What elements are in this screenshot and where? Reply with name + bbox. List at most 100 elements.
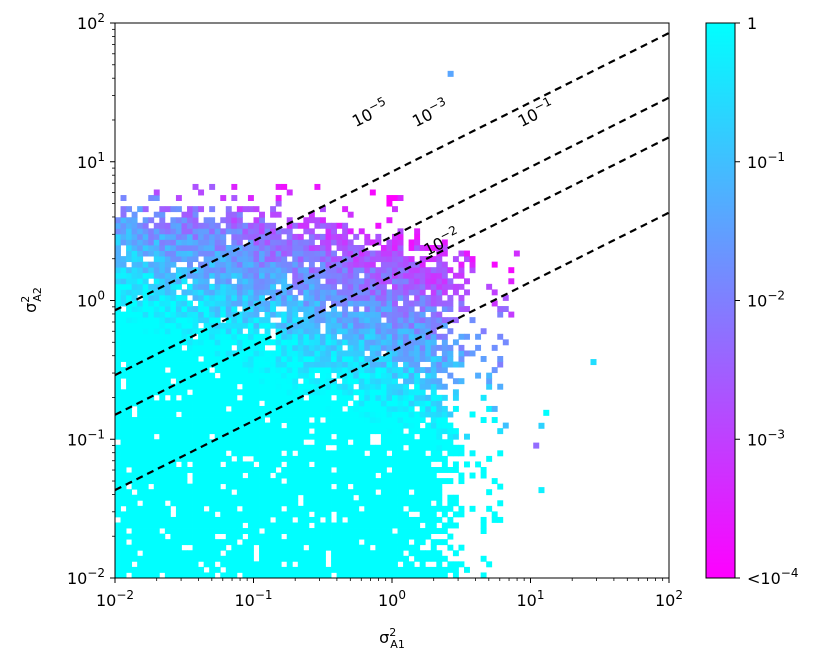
heatmap-cell <box>314 450 321 457</box>
heatmap-cell <box>209 250 216 257</box>
heatmap-cell <box>231 256 238 263</box>
heatmap-cell <box>270 394 277 401</box>
heatmap-cell <box>153 455 160 462</box>
heatmap-cell <box>408 450 415 457</box>
heatmap-cell <box>347 239 354 246</box>
heatmap-cell <box>253 444 260 451</box>
heatmap-cell <box>187 555 193 562</box>
heatmap-cell <box>115 494 121 501</box>
heatmap-cell <box>319 444 326 451</box>
heatmap-cell <box>364 256 371 263</box>
heatmap-cell <box>430 245 437 251</box>
heatmap-cell <box>142 328 149 335</box>
heatmap-cell <box>480 394 487 401</box>
heatmap-cell <box>397 455 404 462</box>
heatmap-cell <box>181 461 188 468</box>
heatmap-cell <box>170 300 177 307</box>
heatmap-cell <box>369 300 376 307</box>
heatmap-cell <box>419 339 426 346</box>
heatmap-cell <box>380 533 387 540</box>
heatmap-cell <box>392 294 398 301</box>
heatmap-cell <box>148 544 155 551</box>
heatmap-cell <box>353 516 360 523</box>
heatmap-cell <box>342 267 349 274</box>
heatmap-cell <box>430 539 437 546</box>
heatmap-cell <box>137 533 144 540</box>
heatmap-cell <box>214 422 221 429</box>
heatmap-cell <box>259 361 265 368</box>
heatmap-cell <box>325 250 332 257</box>
heatmap-cell <box>142 505 149 512</box>
heatmap-cell <box>115 478 121 485</box>
heatmap-cell <box>120 289 127 296</box>
heatmap-cell <box>170 289 177 296</box>
heatmap-cell <box>126 417 133 423</box>
heatmap-cell <box>331 500 337 507</box>
heatmap-cell <box>247 278 254 285</box>
heatmap-cell <box>275 550 282 557</box>
heatmap-cell <box>198 455 205 462</box>
heatmap-cell <box>148 561 155 568</box>
heatmap-cell <box>375 233 382 240</box>
heatmap-cell <box>308 494 315 501</box>
heatmap-cell <box>275 450 282 457</box>
heatmap-cell <box>469 472 476 479</box>
heatmap-cell <box>353 405 360 412</box>
heatmap-cell <box>436 267 443 274</box>
heatmap-cell <box>469 350 476 357</box>
heatmap-cell <box>253 344 260 351</box>
heatmap-cell <box>480 417 487 423</box>
heatmap-cell <box>430 455 437 462</box>
heatmap-cell <box>308 328 315 335</box>
heatmap-cell <box>170 217 177 224</box>
heatmap-cell <box>380 339 387 346</box>
heatmap-cell <box>375 300 382 307</box>
heatmap-cell <box>292 522 299 529</box>
heatmap-cell <box>380 422 387 429</box>
heatmap-cell <box>458 472 465 479</box>
heatmap-cell <box>353 472 360 479</box>
heatmap-cell <box>353 450 360 457</box>
heatmap-cell <box>286 433 293 440</box>
heatmap-cell <box>286 389 293 396</box>
heatmap-cell <box>325 239 332 246</box>
heatmap-cell <box>225 528 232 534</box>
heatmap-cell <box>247 256 254 263</box>
heatmap-cell <box>181 400 188 407</box>
heatmap-cell <box>231 367 238 374</box>
heatmap-cell <box>314 283 321 290</box>
heatmap-cell <box>281 516 288 523</box>
heatmap-cell <box>142 245 149 251</box>
heatmap-cell <box>126 344 133 351</box>
heatmap-cell <box>392 367 398 374</box>
heatmap-cell <box>126 444 133 451</box>
heatmap-cell <box>292 239 299 246</box>
heatmap-cell <box>408 328 415 335</box>
heatmap-cell <box>469 505 476 512</box>
heatmap-cell <box>403 533 410 540</box>
heatmap-cell <box>480 572 487 578</box>
heatmap-cell <box>175 572 182 578</box>
heatmap-cell <box>436 383 443 390</box>
heatmap-cell <box>192 400 199 407</box>
heatmap-cell <box>308 294 315 301</box>
heatmap-cell <box>297 439 304 446</box>
heatmap-cell <box>153 245 160 251</box>
heatmap-cell <box>181 289 188 296</box>
heatmap-cell <box>497 483 504 490</box>
heatmap-cell <box>430 555 437 562</box>
heatmap-cell <box>148 195 155 201</box>
heatmap-cell <box>353 455 360 462</box>
heatmap-cell <box>131 522 138 529</box>
heatmap-cell <box>126 555 133 562</box>
heatmap-cell <box>292 511 299 518</box>
heatmap-cell <box>159 378 166 385</box>
heatmap-cell <box>425 267 432 274</box>
heatmap-cell <box>358 289 365 296</box>
heatmap-cell <box>369 505 376 512</box>
heatmap-cell <box>137 239 144 246</box>
heatmap-cell <box>491 261 498 268</box>
heatmap-cell <box>187 500 193 507</box>
heatmap-cell <box>164 239 171 246</box>
heatmap-cell <box>170 294 177 301</box>
